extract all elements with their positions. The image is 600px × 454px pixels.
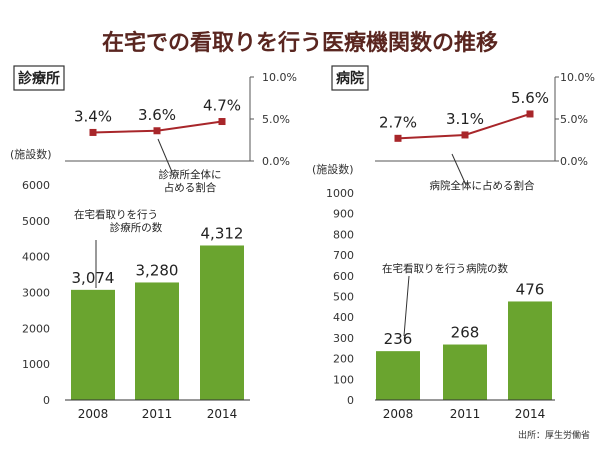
panel-2-line-point — [526, 110, 534, 118]
panel-1-x-tick-label: 2008 — [78, 407, 109, 421]
panel-1-bar-value-label: 3,074 — [72, 269, 115, 287]
panel-2-label-box — [331, 65, 369, 91]
panel-1-x-tick-label: 2011 — [142, 407, 173, 421]
panel-2-bar-tick-label: 500 — [333, 291, 354, 304]
panel-1-bar-tick-label: 3000 — [22, 287, 50, 300]
panel-2-bar-value-label: 476 — [516, 280, 545, 298]
panel-2-line-tick-label: 10.0% — [560, 71, 595, 84]
panel-2-label: 病院 — [336, 70, 364, 87]
panel-1-label: 診療所 — [18, 70, 60, 87]
panel-2-bar-value-label: 268 — [451, 324, 480, 342]
panel-1-line-annotation-leader — [157, 138, 173, 173]
panel-1-x-tick-label: 2014 — [207, 407, 238, 421]
panel-1-line-tick-label: 0.0% — [262, 155, 290, 168]
panel-1-bar-value-label: 3,280 — [136, 261, 179, 279]
panel-1-line-tick-label: 10.0% — [262, 71, 297, 84]
panel-1-bar-tick-label: 4000 — [22, 251, 50, 264]
panel-1-bar-ylabel: (施設数) — [10, 147, 52, 161]
panel-2-x-tick-label: 2014 — [515, 407, 546, 421]
panel-1-bar — [135, 282, 179, 400]
panel-2-line-tick-label: 5.0% — [560, 113, 588, 126]
panel-1-bar-tick-label: 5000 — [22, 215, 50, 228]
panel-2-bar-tick-label: 600 — [333, 270, 354, 283]
panel-2-line-value-label: 5.6% — [511, 89, 549, 107]
panel-2-line-value-label: 3.1% — [446, 110, 484, 128]
panel-2-bar-tick-label: 300 — [333, 332, 354, 345]
panel-2-x-tick-label: 2008 — [383, 407, 414, 421]
panel-2-line-point — [394, 134, 402, 142]
panel-2-bar-annotation-leader — [403, 275, 410, 337]
panel-2-bar-annotation: 在宅看取りを行う病院の数 — [382, 262, 508, 275]
panel-2-bar-tick-label: 0 — [347, 394, 354, 407]
panel-1-bar — [71, 289, 115, 400]
panel-2-line-point — [461, 131, 469, 139]
panel-1-line-point — [89, 128, 97, 136]
panel-2-bar-tick-label: 400 — [333, 311, 354, 324]
panel-1-line-value-label: 4.7% — [203, 97, 241, 115]
panel-2-bar-tick-label: 200 — [333, 353, 354, 366]
panel-1-bar — [200, 245, 244, 400]
source-note: 出所：厚生労働省 — [518, 429, 590, 441]
panel-2-line-annotation: 病院全体に占める割合 — [430, 179, 535, 192]
panel-1-line-point — [153, 127, 161, 135]
panel-1-bar-annotation: 診療所の数 — [110, 221, 163, 234]
panel-2-bar-value-label: 236 — [384, 330, 413, 348]
panel-2-bar — [376, 351, 420, 400]
panel-2-bar — [508, 301, 552, 400]
chart-title: 在宅での看取りを行う医療機関数の推移 — [102, 30, 498, 56]
panel-2-line-value-label: 2.7% — [379, 113, 417, 131]
panel-1-line-value-label: 3.6% — [138, 106, 176, 124]
panel-1-line-annotation: 占める割合 — [164, 181, 217, 194]
panel-2-bar-tick-label: 700 — [333, 249, 354, 262]
panel-1-bar-tick-label: 6000 — [22, 179, 50, 192]
panel-2-x-tick-label: 2011 — [450, 407, 481, 421]
panel-1-bar-tick-label: 1000 — [22, 358, 50, 371]
panel-2-line-tick-label: 0.0% — [560, 155, 588, 168]
panel-2-bar-tick-label: 800 — [333, 228, 354, 241]
panel-1-bar-annotation: 在宅看取りを行う — [74, 208, 158, 221]
panel-1-label-box — [13, 65, 65, 91]
panel-2-bar-tick-label: 900 — [333, 208, 354, 221]
panel-1-line-tick-label: 5.0% — [262, 113, 290, 126]
panel-2-line-annotation-leader — [451, 153, 467, 186]
panel-2-bar-ylabel: (施設数) — [312, 162, 354, 176]
panel-1-bar-value-label: 4,312 — [201, 224, 244, 242]
panel-1-line-point — [218, 118, 226, 126]
panel-1-line-annotation: 診療所全体に — [159, 168, 222, 181]
panel-2-bar — [443, 344, 487, 400]
panel-1-bar-tick-label: 2000 — [22, 322, 50, 335]
panel-1-bar-tick-label: 0 — [43, 394, 50, 407]
panel-1-line-value-label: 3.4% — [74, 107, 112, 125]
panel-2-bar-tick-label: 100 — [333, 373, 354, 386]
panel-2-bar-tick-label: 1000 — [326, 187, 354, 200]
